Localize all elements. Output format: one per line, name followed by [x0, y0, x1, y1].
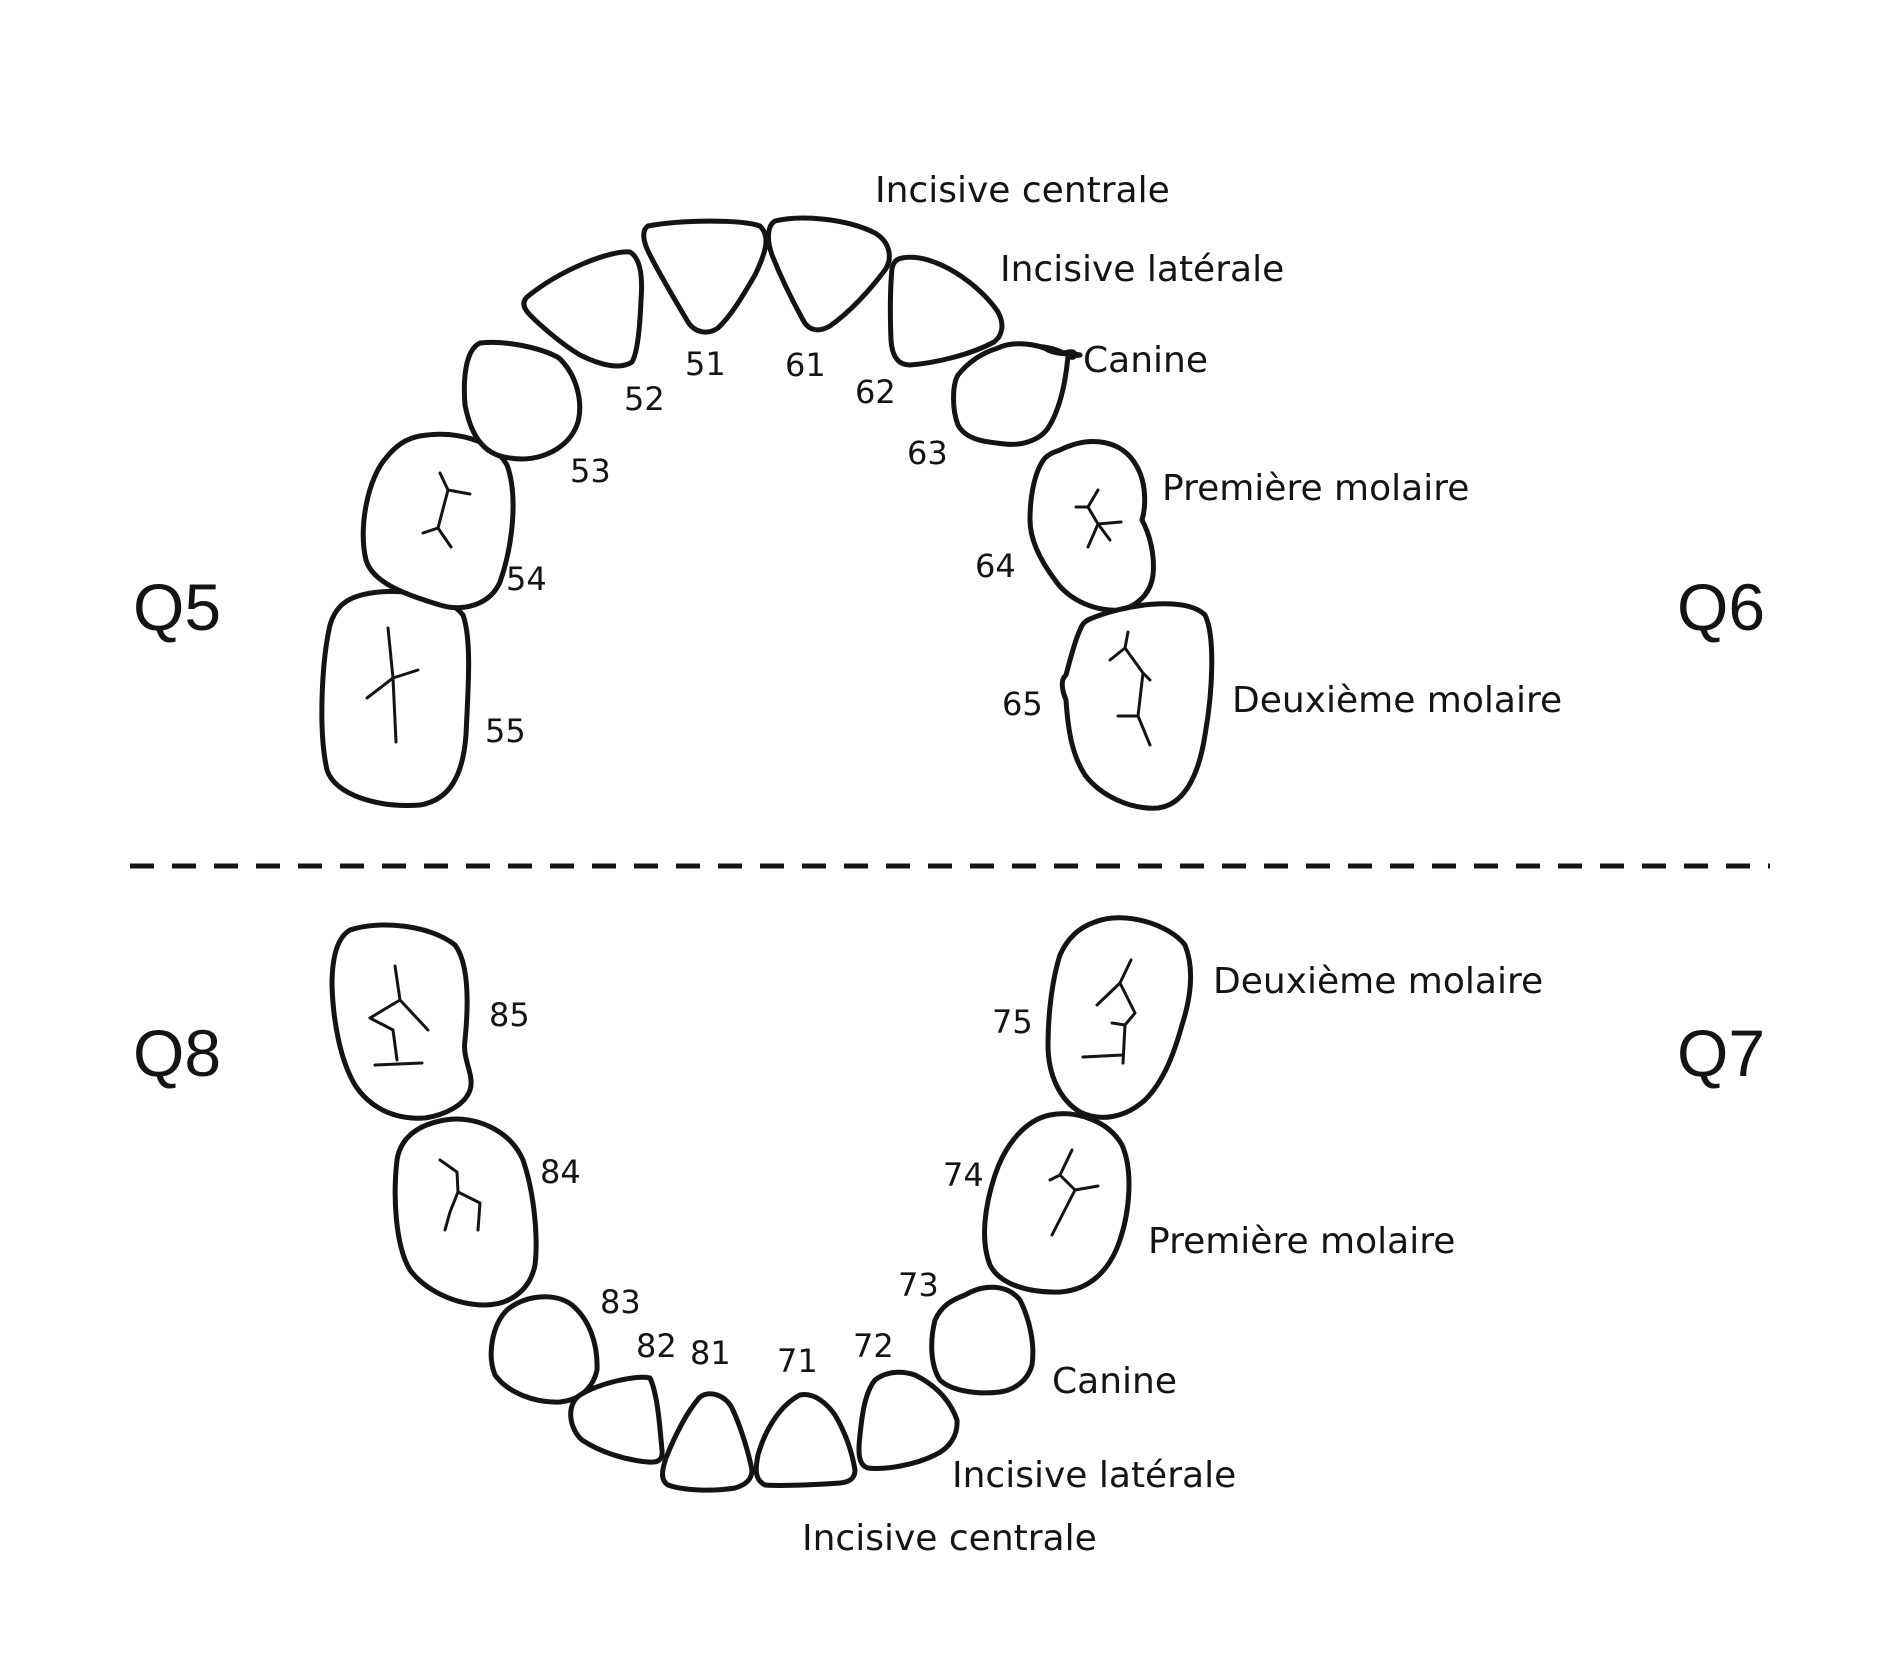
tooth-64 — [1027, 439, 1156, 613]
quadrant-label-q7: Q7 — [1677, 1016, 1765, 1090]
fissure-55 — [365, 626, 420, 744]
tooth-51 — [641, 218, 769, 335]
tooth-number-72: 72 — [853, 1327, 894, 1365]
fissure-65 — [1108, 630, 1152, 747]
tooth-81 — [660, 1391, 755, 1493]
label-lower-lateral-incisor: Incisive latérale — [952, 1455, 1236, 1496]
tooth-number-63: 63 — [907, 434, 948, 472]
tooth-number-74: 74 — [943, 1156, 984, 1194]
tooth-number-52: 52 — [624, 380, 665, 418]
tooth-52 — [521, 249, 645, 369]
tooth-number-53: 53 — [570, 452, 611, 490]
fissure-85 — [368, 964, 430, 1067]
tooth-number-64: 64 — [975, 547, 1016, 585]
tooth-84 — [392, 1116, 539, 1308]
label-upper-central-incisor: Incisive centrale — [875, 170, 1170, 211]
lower-tooth-names: Deuxième molaire Première molaire Canine… — [802, 961, 1543, 1559]
tooth-number-82: 82 — [636, 1327, 677, 1365]
fissure-84 — [438, 1158, 482, 1232]
quadrant-label-q5: Q5 — [133, 570, 221, 644]
quadrant-label-q6: Q6 — [1677, 570, 1765, 644]
tooth-85 — [329, 922, 474, 1121]
fissure-74 — [1048, 1148, 1100, 1237]
lower-arch — [329, 915, 1194, 1493]
tooth-73 — [929, 1284, 1036, 1396]
upper-tooth-names: Incisive centrale Incisive latérale Cani… — [875, 170, 1562, 721]
tooth-82 — [568, 1374, 665, 1465]
label-lower-second-molar: Deuxième molaire — [1213, 961, 1543, 1002]
upper-tooth-numbers: 55 54 53 52 51 61 62 63 64 65 — [485, 345, 1043, 750]
lower-tooth-numbers: 85 84 83 82 81 71 72 73 74 75 — [489, 996, 1033, 1380]
fissure-75 — [1081, 958, 1137, 1065]
tooth-72 — [856, 1369, 960, 1471]
tooth-61 — [765, 215, 892, 333]
label-lower-first-molar: Première molaire — [1148, 1221, 1455, 1262]
tooth-number-81: 81 — [690, 1334, 731, 1372]
tooth-53 — [461, 339, 583, 462]
tooth-number-65: 65 — [1002, 685, 1043, 723]
tooth-number-71: 71 — [777, 1342, 818, 1380]
label-upper-second-molar: Deuxième molaire — [1232, 680, 1562, 721]
tooth-63-outline — [951, 341, 1083, 447]
tooth-62 — [887, 254, 1005, 368]
tooth-number-73: 73 — [898, 1266, 939, 1304]
fissure-54 — [421, 471, 472, 549]
quadrant-label-q8: Q8 — [133, 1016, 221, 1090]
tooth-83 — [488, 1294, 600, 1405]
tooth-number-75: 75 — [992, 1003, 1033, 1041]
label-upper-first-molar: Première molaire — [1162, 468, 1469, 509]
upper-arch — [319, 215, 1215, 811]
quadrant-labels: Q5 Q6 Q8 Q7 — [133, 570, 1765, 1090]
label-lower-central-incisor: Incisive centrale — [802, 1518, 1097, 1559]
label-lower-canine: Canine — [1052, 1361, 1177, 1402]
tooth-number-55: 55 — [485, 712, 526, 750]
tooth-75 — [1045, 915, 1194, 1120]
tooth-number-51: 51 — [685, 345, 726, 383]
tooth-number-83: 83 — [600, 1283, 641, 1321]
tooth-74 — [982, 1111, 1132, 1295]
tooth-65 — [1059, 601, 1215, 811]
tooth-number-62: 62 — [855, 373, 896, 411]
label-upper-canine: Canine — [1083, 340, 1208, 381]
tooth-number-54: 54 — [506, 560, 547, 598]
label-upper-lateral-incisor: Incisive latérale — [1000, 249, 1284, 290]
tooth-54 — [360, 431, 516, 611]
fissure-64 — [1074, 488, 1123, 549]
tooth-71 — [753, 1392, 858, 1488]
tooth-number-61: 61 — [785, 346, 826, 384]
tooth-number-85: 85 — [489, 996, 530, 1034]
tooth-number-84: 84 — [540, 1153, 581, 1191]
